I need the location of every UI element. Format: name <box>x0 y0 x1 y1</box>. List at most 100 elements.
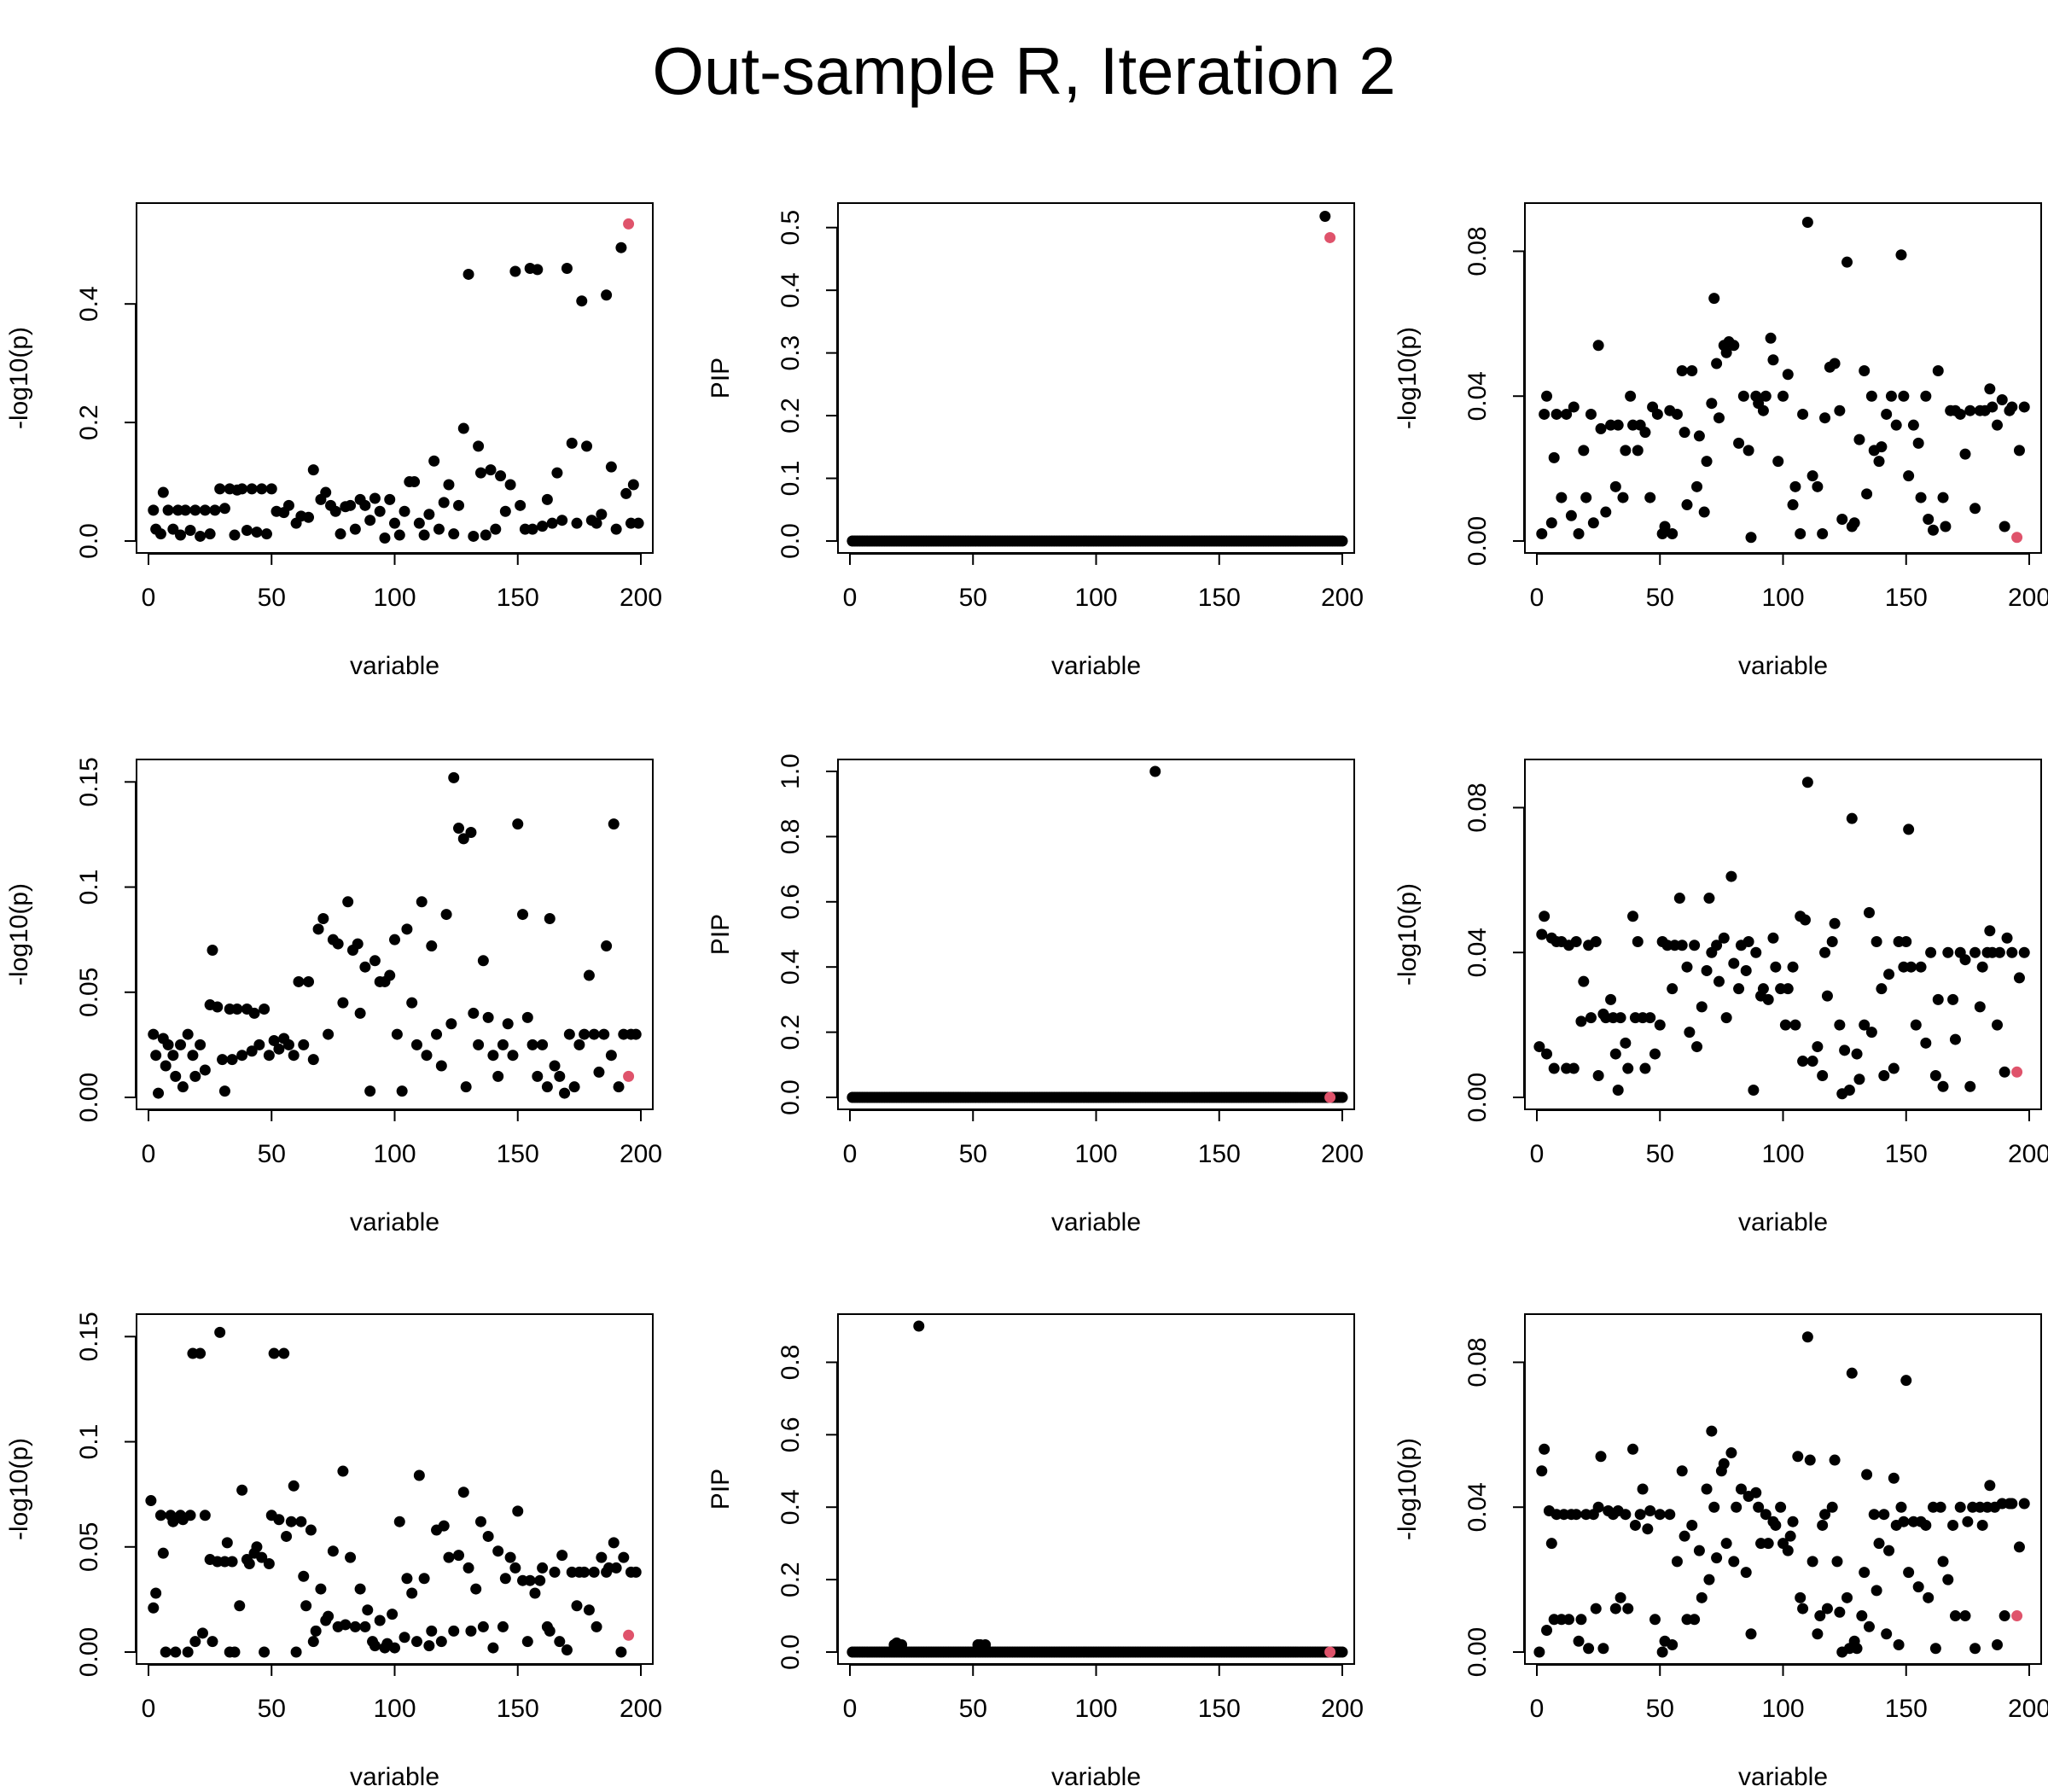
x-tick-label: 100 <box>1761 1695 1804 1723</box>
panel-9: 0 50 100 150 200 variable 0.00 0.04 0.08 -log10(p… <box>1393 1313 2048 1791</box>
data-point <box>226 1556 238 1568</box>
data-point <box>231 1003 243 1015</box>
data-point <box>162 1039 174 1050</box>
data-point <box>335 528 346 540</box>
data-point <box>148 1028 160 1040</box>
data-point <box>209 504 221 516</box>
y-axis-label: -log10(p) <box>1393 883 1422 986</box>
data-point <box>310 1625 322 1637</box>
data-point <box>293 975 305 987</box>
x-tick-label: 0 <box>1530 584 1545 612</box>
data-point <box>1667 528 1679 540</box>
data-point <box>527 523 538 535</box>
data-point <box>1698 506 1710 518</box>
data-point <box>504 479 516 491</box>
y-tick-label: 0.15 <box>75 757 103 806</box>
data-point <box>1903 823 1915 835</box>
data-point <box>342 896 354 908</box>
data-point <box>1743 445 1754 457</box>
data-point <box>1686 365 1698 377</box>
data-point <box>1932 993 1944 1005</box>
data-point <box>1691 1041 1703 1053</box>
data-point <box>212 1001 224 1013</box>
data-point <box>1639 427 1651 439</box>
data-point <box>1947 1519 1959 1531</box>
data-point <box>1762 993 1774 1005</box>
data-point <box>1912 1581 1924 1593</box>
data-point <box>268 1034 280 1046</box>
y-tick-label: 0.4 <box>777 1489 805 1525</box>
data-point <box>1929 1643 1941 1655</box>
data-point <box>1336 1646 1348 1658</box>
data-point <box>1686 1519 1698 1531</box>
data-point <box>214 1326 226 1338</box>
data-point <box>1570 1509 1582 1521</box>
data-point <box>468 1007 480 1019</box>
data-point <box>559 1087 571 1099</box>
y-axis-label: -log10(p) <box>5 883 33 986</box>
data-point <box>1969 946 1981 958</box>
data-point <box>288 1050 300 1062</box>
data-point <box>1851 1643 1863 1655</box>
data-point <box>499 505 511 517</box>
data-point <box>1812 1041 1824 1053</box>
data-point <box>307 464 319 476</box>
y-tick-label: 0.6 <box>777 1417 805 1452</box>
data-point <box>1999 1066 2010 1078</box>
y-tick-label: 0.0 <box>777 523 805 559</box>
data-point <box>300 1600 312 1612</box>
data-point <box>217 1054 229 1066</box>
data-point <box>374 1615 386 1626</box>
data-point <box>1620 445 1632 457</box>
data-point <box>1895 249 1907 261</box>
highlighted-point <box>1324 1091 1336 1103</box>
data-point <box>521 1011 533 1023</box>
data-point <box>1940 521 1952 532</box>
x-tick-label: 50 <box>258 1140 286 1168</box>
data-point <box>359 499 371 511</box>
data-point <box>1689 940 1701 951</box>
data-point <box>1856 1610 1868 1622</box>
data-point <box>1725 1447 1737 1459</box>
data-point <box>541 493 553 505</box>
data-point <box>295 1516 307 1527</box>
data-point <box>305 1524 317 1536</box>
data-point <box>1539 911 1551 922</box>
data-point <box>167 523 179 535</box>
highlighted-point <box>1324 231 1336 243</box>
data-point <box>1743 935 1754 947</box>
data-point <box>1654 1019 1666 1031</box>
data-point <box>396 1085 408 1097</box>
plot-frame <box>837 1313 1355 1665</box>
data-point <box>391 1028 403 1040</box>
panel-7: 0 50 100 150 200 variable 0.00 0.05 0.1 0.15 -log1… <box>5 1312 662 1791</box>
data-point <box>170 1646 182 1658</box>
data-point <box>1573 1635 1585 1647</box>
data-point <box>246 1045 258 1057</box>
data-point <box>416 896 428 908</box>
data-point <box>182 1646 194 1658</box>
data-point <box>1878 1070 1890 1082</box>
data-point <box>1575 1614 1587 1626</box>
data-point <box>1910 1019 1922 1031</box>
data-point <box>1536 928 1548 940</box>
x-axis-label: variable <box>350 652 439 680</box>
data-point <box>1541 1048 1553 1060</box>
data-point <box>1708 293 1720 305</box>
data-point <box>199 1510 211 1521</box>
highlighted-point <box>623 218 635 230</box>
y-axis-label: -log10(p) <box>5 1438 33 1540</box>
data-point <box>1801 1331 1813 1343</box>
data-point <box>1929 1070 1941 1082</box>
data-point <box>443 479 455 491</box>
highlighted-point <box>1324 1646 1336 1658</box>
data-point <box>1691 480 1703 492</box>
x-tick-label: 0 <box>142 1695 156 1723</box>
data-point <box>1720 1012 1732 1024</box>
y-tick-label: 0.1 <box>75 1424 103 1460</box>
data-point <box>1701 1483 1713 1495</box>
data-point <box>440 909 452 921</box>
x-tick-label: 150 <box>497 584 539 612</box>
data-point <box>282 1039 294 1050</box>
data-point <box>1740 964 1752 976</box>
